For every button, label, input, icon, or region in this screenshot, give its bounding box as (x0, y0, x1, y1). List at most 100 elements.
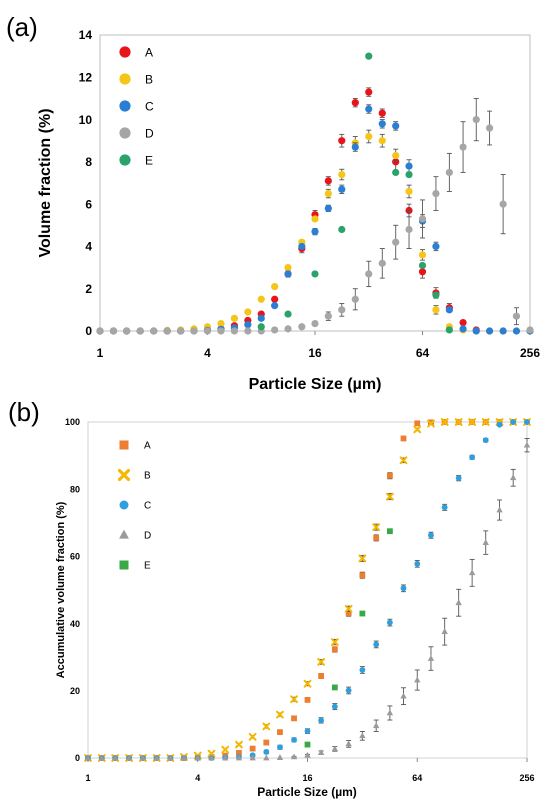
chart-b-legend-item-e: E (119, 560, 151, 572)
chart-a-point-a (338, 137, 346, 145)
chart-a-point-a (378, 109, 386, 117)
chart-a-point-d (405, 225, 413, 234)
chart-b-legend-marker (119, 560, 129, 570)
chart-a-point-c (459, 325, 467, 333)
chart-a-point-c (445, 306, 453, 314)
chart-b-point-b (303, 679, 312, 688)
chart-a-legend-marker (119, 73, 131, 85)
chart-b-point-b (454, 418, 463, 426)
chart-a-point-d (298, 323, 306, 331)
chart-b-point-b (221, 745, 230, 754)
chart-b-series (84, 418, 531, 762)
chart-b-x-tick-label: 256 (519, 773, 534, 783)
chart-b-point-d (345, 740, 352, 747)
chart-b-legend-item-b: B (117, 468, 151, 482)
chart-a-point-b (257, 295, 265, 303)
chart-b-point-d (468, 569, 476, 576)
chart-b-point-d (509, 474, 517, 481)
chart-a-point-d (163, 327, 171, 335)
chart-b-y-tick-label: 100 (65, 417, 80, 427)
chart-a-point-c (244, 321, 252, 329)
chart-b-legend-marker (119, 529, 129, 539)
chart-a-point-b (311, 215, 319, 223)
chart-a-point-d (284, 325, 292, 333)
chart-b-point-d (317, 749, 325, 755)
chart-b-point-c (524, 419, 530, 425)
chart-a-point-d (244, 327, 252, 335)
chart-a-point-c (378, 120, 386, 128)
chart-b-point-d (482, 539, 489, 545)
chart-a-point-b (324, 189, 332, 198)
chart-b-legend-marker (119, 440, 129, 450)
chart-b-point-c (318, 717, 325, 724)
chart-a-legend-item-e: E (119, 153, 153, 167)
chart-b-x-ticks: 1 4 16 64 256 (85, 758, 535, 783)
chart-b-point-b (344, 604, 353, 613)
chart-a-point-e (365, 52, 373, 60)
chart-b-point-d (276, 754, 284, 760)
chart-b-point-d (98, 754, 105, 761)
chart-b-point-b (372, 523, 381, 532)
chart-b-y-tick-label: 80 (70, 484, 80, 494)
chart-b-point-d (455, 599, 462, 606)
chart-a-point-c (365, 105, 373, 113)
chart-b-point-a (414, 420, 421, 427)
chart-a-y-tick-label: 14 (79, 28, 93, 42)
chart-a-legend-label: C (145, 99, 154, 113)
chart-b-point-b (427, 419, 435, 428)
chart-a-point-c (392, 122, 400, 130)
chart-b-point-c (345, 687, 352, 694)
chart-b-point-a (359, 572, 366, 579)
chart-a-point-c (271, 302, 279, 310)
chart-a-point-d (512, 312, 521, 320)
chart-a-point-d (418, 215, 427, 223)
chart-a-x-tick-label: 1 (97, 346, 104, 360)
chart-b-point-c (331, 703, 338, 710)
chart-b-point-b (207, 749, 216, 758)
chart-a-y-tick-label: 0 (85, 324, 92, 338)
chart-b-point-b (248, 732, 257, 741)
chart-b-point-c (263, 749, 270, 755)
chart-b-y-ticks: 0 20 40 60 80 100 (65, 417, 80, 763)
chart-b-point-b (399, 456, 408, 465)
chart-b-point-b (468, 418, 477, 426)
chart-a-point-d (378, 259, 386, 267)
chart-a-point-a (365, 88, 373, 96)
chart-b-point-b (385, 492, 394, 501)
chart-b-legend-item-d: D (119, 529, 151, 542)
chart-a-point-c (324, 204, 332, 212)
chart-b-x-axis-label: Particle Size (µm) (257, 785, 357, 799)
chart-b-legend-item-c: C (119, 500, 151, 512)
chart-b-point-c (510, 419, 517, 425)
chart-a-point-c (499, 327, 507, 335)
chart-b-point-d (523, 441, 531, 448)
chart-b-point-d (153, 754, 160, 761)
chart-b-legend-marker (119, 500, 129, 510)
chart-b-point-a (291, 715, 297, 722)
chart-a-point-d (365, 270, 373, 278)
chart-b-point-a (249, 745, 256, 752)
chart-a-point-b (378, 137, 386, 145)
chart-b-point-a (236, 750, 242, 756)
chart-a-point-d (150, 327, 158, 335)
chart-b-x-tick-label: 64 (412, 773, 422, 783)
chart-a-legend-label: A (145, 45, 153, 59)
chart-a-legend-item-a: A (119, 45, 153, 59)
chart-a-point-c (338, 185, 346, 193)
chart-a-legend-marker (119, 127, 131, 139)
chart-b-point-a (277, 729, 283, 736)
chart-b-point-d (235, 754, 243, 761)
chart-a-point-d (96, 327, 104, 335)
chart-b-point-d (304, 751, 311, 758)
chart-a-x-ticks: 1 4 16 64 256 (97, 331, 540, 360)
chart-a-point-c (257, 314, 265, 322)
chart-a-point-c (405, 162, 413, 170)
chart-a-point-d (109, 327, 118, 335)
chart-b-point-b (290, 695, 298, 704)
chart-a-y-tick-label: 12 (79, 70, 93, 84)
chart-a-x-tick-label: 4 (204, 346, 211, 360)
chart-b-point-e (386, 528, 393, 535)
chart-a-point-a (324, 177, 332, 185)
chart-a-point-d (459, 143, 467, 151)
